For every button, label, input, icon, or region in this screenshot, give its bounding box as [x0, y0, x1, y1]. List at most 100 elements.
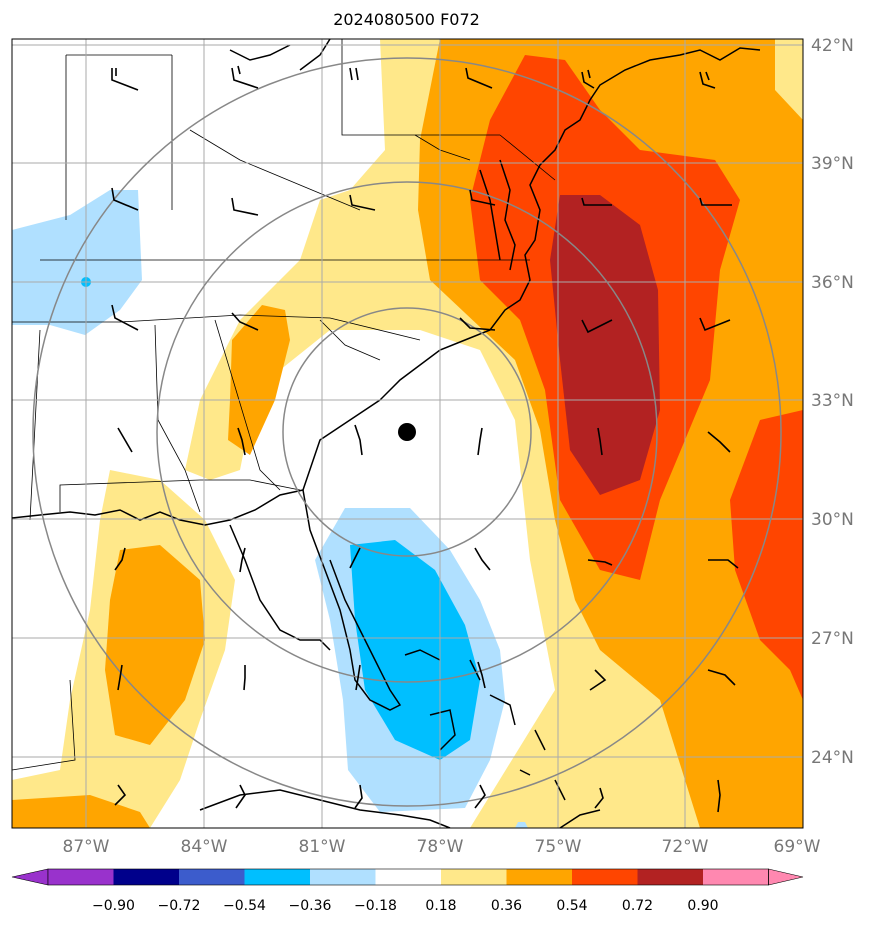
us-east-coastline — [302, 47, 761, 491]
colorbar-segment — [572, 869, 638, 885]
wind-barb — [581, 319, 613, 334]
colorbar-tick-label: 0.90 — [687, 898, 718, 914]
graticule — [12, 39, 803, 828]
wind-barb — [699, 71, 716, 89]
wind-barb — [111, 187, 139, 211]
range-ring-inner — [282, 307, 532, 557]
contour-skyblue-florida — [350, 540, 480, 760]
lon-label-72: 72°W — [662, 837, 709, 857]
wind-barb — [117, 664, 123, 691]
chesapeake-bay — [479, 159, 516, 271]
wind-barb — [117, 427, 133, 453]
colorbar-segment — [637, 869, 703, 885]
wind-barb — [594, 787, 604, 809]
wind-barb — [354, 784, 363, 809]
wind-barb — [469, 189, 496, 206]
colorbar: −0.90 −0.72 −0.54 −0.36 −0.18 0.18 0.36 … — [11, 868, 804, 914]
lon-label-87: 87°W — [63, 837, 110, 857]
colorbar-frame — [47, 868, 769, 886]
colorbar-tick-label: 0.36 — [491, 898, 522, 914]
longitude-labels: 87°W 84°W 81°W 78°W 75°W 72°W 69°W — [63, 837, 821, 857]
wind-barb — [231, 197, 259, 216]
wind-barb — [474, 547, 491, 571]
contour-firebrick-core — [550, 195, 660, 495]
contour-orange-gulf — [105, 545, 205, 745]
lat-label-30: 30°N — [811, 510, 854, 530]
lat-label-36: 36°N — [811, 273, 854, 293]
colorbar-tick-label: −0.54 — [223, 898, 266, 914]
wind-barb — [707, 431, 731, 453]
wind-barb — [597, 427, 603, 456]
wind-barb — [581, 69, 595, 89]
wind-barb — [465, 67, 493, 89]
wind-barb — [349, 194, 376, 211]
florida-peninsula — [302, 489, 402, 711]
range-rings — [32, 57, 782, 807]
wind-barb — [717, 779, 721, 813]
lon-label-75: 75°W — [535, 837, 582, 857]
wind-barb — [707, 669, 736, 686]
lon-label-69: 69°W — [774, 837, 821, 857]
lat-label-24: 24°N — [811, 748, 854, 768]
colorbar-tick-label: 0.72 — [622, 898, 653, 914]
colorbar-tick-label: 0.54 — [556, 898, 587, 914]
wind-barb — [114, 784, 127, 806]
colorbar-segment — [244, 869, 310, 885]
wind-barb — [587, 559, 613, 566]
lat-label-33: 33°N — [811, 391, 854, 411]
map-area — [12, 39, 803, 828]
colorbar-tick-label: −0.90 — [92, 898, 135, 914]
colorbar-tick-label: −0.72 — [158, 898, 201, 914]
wind-barb — [699, 317, 731, 332]
contour-orangered-east — [730, 410, 803, 700]
wind-barbs — [111, 65, 739, 813]
colorbar-segment — [375, 869, 441, 885]
colorbar-segment — [179, 869, 245, 885]
map-title: 2024080500 F072 — [333, 10, 480, 29]
lat-label-42: 42°N — [811, 36, 854, 56]
storm-center-marker — [398, 423, 416, 441]
lon-label-81: 81°W — [299, 837, 346, 857]
wind-barb — [231, 312, 259, 331]
wind-barb — [354, 424, 363, 456]
colorbar-tick-label: −0.36 — [289, 898, 332, 914]
colorbar-segment — [441, 869, 507, 885]
wind-barb — [239, 547, 246, 573]
wind-barb — [699, 197, 732, 206]
wind-barb — [474, 784, 486, 809]
florida-panhandle-west — [229, 524, 331, 651]
bahamas — [404, 649, 566, 801]
wind-barb — [235, 784, 246, 809]
lat-label-27: 27°N — [811, 629, 854, 649]
wind-barb — [349, 547, 361, 569]
lon-label-84: 84°W — [181, 837, 228, 857]
contour-lightblue-west — [12, 190, 142, 335]
wind-barb — [243, 665, 246, 691]
contour-orange-sw — [12, 795, 150, 828]
wind-barb — [459, 317, 496, 331]
colorbar-tick-label: −0.18 — [354, 898, 397, 914]
colorbar-segment — [703, 869, 769, 885]
colorbar-segment — [113, 869, 179, 885]
colorbar-tick-label: 0.18 — [425, 898, 456, 914]
great-lakes-shore — [229, 39, 331, 71]
coastlines — [12, 39, 761, 828]
wind-barb — [477, 661, 486, 689]
range-ring-outer — [32, 57, 782, 807]
map-frame — [11, 38, 804, 829]
colorbar-extend-high — [768, 868, 804, 886]
colorbar-segment — [506, 869, 572, 885]
contour-orange-inland — [228, 305, 290, 455]
latitude-labels: 42°N 39°N 36°N 33°N 30°N 27°N 24°N — [811, 36, 854, 768]
colorbar-segment — [48, 869, 114, 885]
lat-label-39: 39°N — [811, 154, 854, 174]
wind-barb — [581, 197, 612, 206]
colorbar-segment — [310, 869, 376, 885]
wind-barb — [708, 559, 739, 569]
colorbar-extend-low — [11, 868, 49, 886]
wind-barb — [477, 427, 483, 456]
wind-barb — [231, 65, 259, 89]
wind-barb — [355, 664, 361, 691]
wind-barb — [111, 68, 139, 91]
